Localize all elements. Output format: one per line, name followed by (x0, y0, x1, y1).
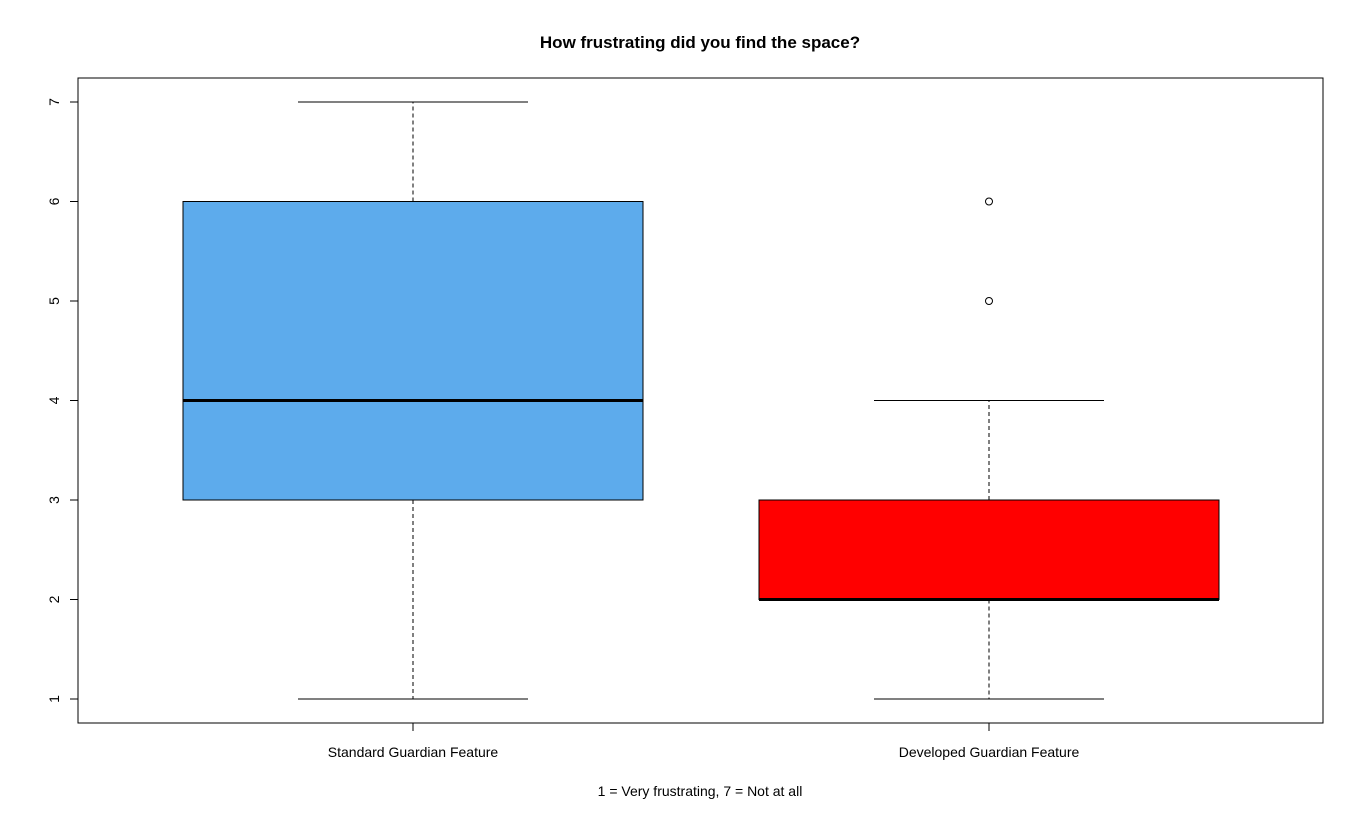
x-tick-label: Developed Guardian Feature (899, 744, 1080, 760)
boxes-layer (183, 102, 1219, 699)
y-tick-label: 1 (46, 695, 62, 703)
box-iqr (183, 202, 643, 501)
outlier-point (986, 198, 993, 205)
x-tick-label: Standard Guardian Feature (328, 744, 499, 760)
y-axis: 1 2 3 4 5 6 7 (46, 98, 78, 703)
y-tick-label: 4 (46, 396, 62, 404)
y-tick-label: 3 (46, 496, 62, 504)
y-tick-label: 5 (46, 297, 62, 305)
x-axis-label: 1 = Very frustrating, 7 = Not at all (598, 783, 803, 799)
y-tick-label: 6 (46, 197, 62, 205)
y-tick-label: 2 (46, 595, 62, 603)
chart-title: How frustrating did you find the space? (540, 33, 860, 52)
box-group-1 (183, 102, 643, 699)
box-group-2 (759, 198, 1219, 699)
box-iqr (759, 500, 1219, 600)
x-axis: Standard Guardian Feature Developed Guard… (328, 723, 1080, 760)
y-tick-label: 7 (46, 98, 62, 106)
outlier-point (986, 298, 993, 305)
